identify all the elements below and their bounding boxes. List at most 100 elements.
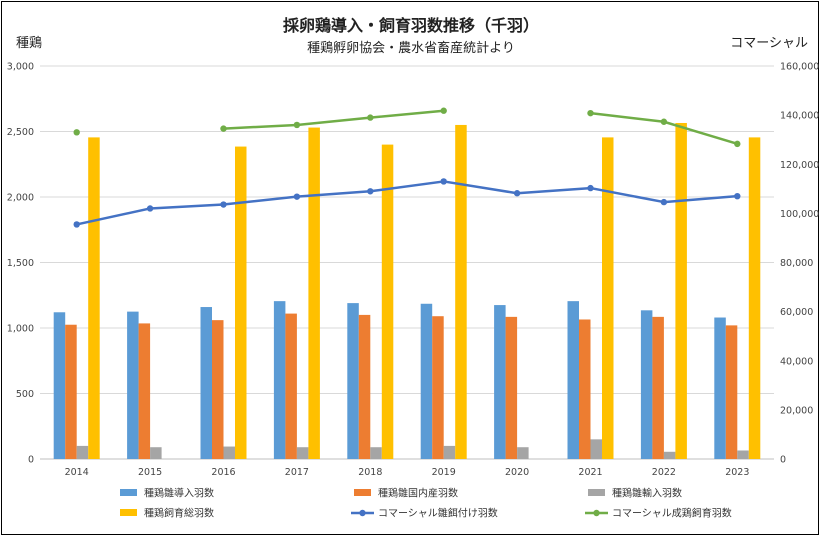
bar (455, 124, 467, 459)
legend-swatch (120, 509, 137, 516)
bar (212, 320, 224, 459)
legend-marker (593, 509, 600, 517)
bar (65, 324, 77, 459)
right-y-tick-label: 140,000 (780, 111, 819, 122)
data-point (440, 107, 447, 114)
bar (200, 307, 212, 459)
legend-swatch (120, 489, 137, 496)
data-point (220, 125, 227, 132)
data-point (293, 193, 301, 200)
right-y-tick-label: 60,000 (780, 307, 813, 318)
data-point (73, 129, 80, 136)
x-tick-label: 2022 (652, 467, 676, 478)
bar (235, 146, 247, 459)
data-point (587, 184, 594, 192)
bar (725, 325, 738, 459)
legend-swatch (588, 489, 605, 496)
data-point (734, 140, 741, 148)
right-axis-title: コマーシャル (730, 36, 808, 51)
bar (296, 447, 309, 459)
right-y-tick-label: 0 (780, 455, 786, 466)
bar (640, 310, 653, 459)
bar (76, 445, 89, 459)
bar (652, 316, 664, 459)
data-point (220, 201, 227, 208)
legend-swatch (354, 489, 371, 496)
data-point (513, 190, 521, 197)
bar (420, 303, 433, 459)
data-point (587, 109, 594, 117)
bar (88, 137, 100, 459)
data-point (367, 188, 374, 195)
right-y-tick-label: 120,000 (780, 160, 819, 171)
data-point (367, 114, 374, 121)
bar (358, 314, 371, 459)
x-tick-label: 2021 (578, 467, 602, 478)
chart-title: 採卵鶏導入・飼育羽数推移（千羽） (283, 16, 539, 35)
bar (737, 450, 749, 459)
bar (381, 144, 394, 459)
bar (517, 447, 529, 459)
bar (347, 303, 359, 459)
x-tick-label: 2023 (725, 467, 749, 478)
bar (590, 439, 602, 459)
legend-label: コマーシャル成鶏飼育羽数 (612, 507, 732, 520)
bar (285, 313, 297, 459)
left-y-tick-label: 500 (16, 389, 34, 400)
bar (432, 316, 444, 459)
data-point (660, 198, 668, 206)
data-point (734, 192, 741, 200)
data-point (73, 221, 80, 228)
data-point (146, 205, 154, 212)
bar (138, 323, 151, 459)
data-point (293, 121, 301, 129)
bar (602, 137, 614, 459)
bar (505, 316, 518, 459)
legend-marker (359, 509, 366, 517)
bar (273, 301, 286, 459)
left-y-tick-label: 2,500 (7, 127, 34, 138)
right-y-tick-label: 20,000 (780, 405, 813, 416)
bar (370, 447, 382, 459)
bar (748, 137, 761, 459)
right-y-tick-label: 160,000 (780, 62, 819, 73)
right-y-tick-label: 40,000 (780, 356, 813, 367)
bar (579, 319, 591, 459)
right-y-tick-label: 80,000 (780, 258, 813, 269)
x-tick-label: 2018 (358, 467, 382, 478)
data-point (660, 118, 668, 125)
legend-label: 種鶏雛国内産羽数 (378, 487, 458, 500)
left-axis-title: 種鶏 (16, 35, 42, 51)
bar (53, 312, 66, 459)
bar (127, 311, 139, 459)
data-point (440, 178, 447, 185)
legend-label: 種鶏飼育総羽数 (144, 507, 214, 520)
bar (150, 447, 162, 459)
bar (675, 122, 687, 460)
x-tick-label: 2020 (505, 467, 529, 478)
series-line (223, 109, 444, 130)
left-y-tick-label: 3,000 (7, 62, 34, 73)
left-y-tick-label: 1,000 (7, 324, 34, 335)
bar (567, 301, 579, 459)
series-line (76, 180, 738, 226)
left-y-tick-label: 1,500 (7, 258, 34, 269)
x-tick-label: 2016 (211, 467, 235, 478)
bar (663, 451, 676, 459)
bar (308, 127, 320, 459)
left-y-tick-label: 2,000 (7, 193, 34, 204)
x-tick-label: 2019 (432, 467, 456, 478)
chart-subtitle: 種鶏孵卵協会・農水省畜産統計より (307, 40, 515, 56)
x-tick-label: 2014 (65, 467, 89, 478)
x-tick-label: 2017 (285, 467, 309, 478)
bar (443, 445, 456, 459)
bar (714, 317, 726, 459)
x-tick-label: 2015 (138, 467, 162, 478)
bar (223, 446, 235, 459)
left-y-tick-label: 0 (28, 455, 34, 466)
bar (494, 305, 506, 459)
legend-label: 種鶏雛輸入羽数 (612, 487, 682, 500)
legend-label: 種鶏雛導入羽数 (144, 487, 214, 500)
legend-label: コマーシャル雛餌付け羽数 (378, 507, 498, 520)
